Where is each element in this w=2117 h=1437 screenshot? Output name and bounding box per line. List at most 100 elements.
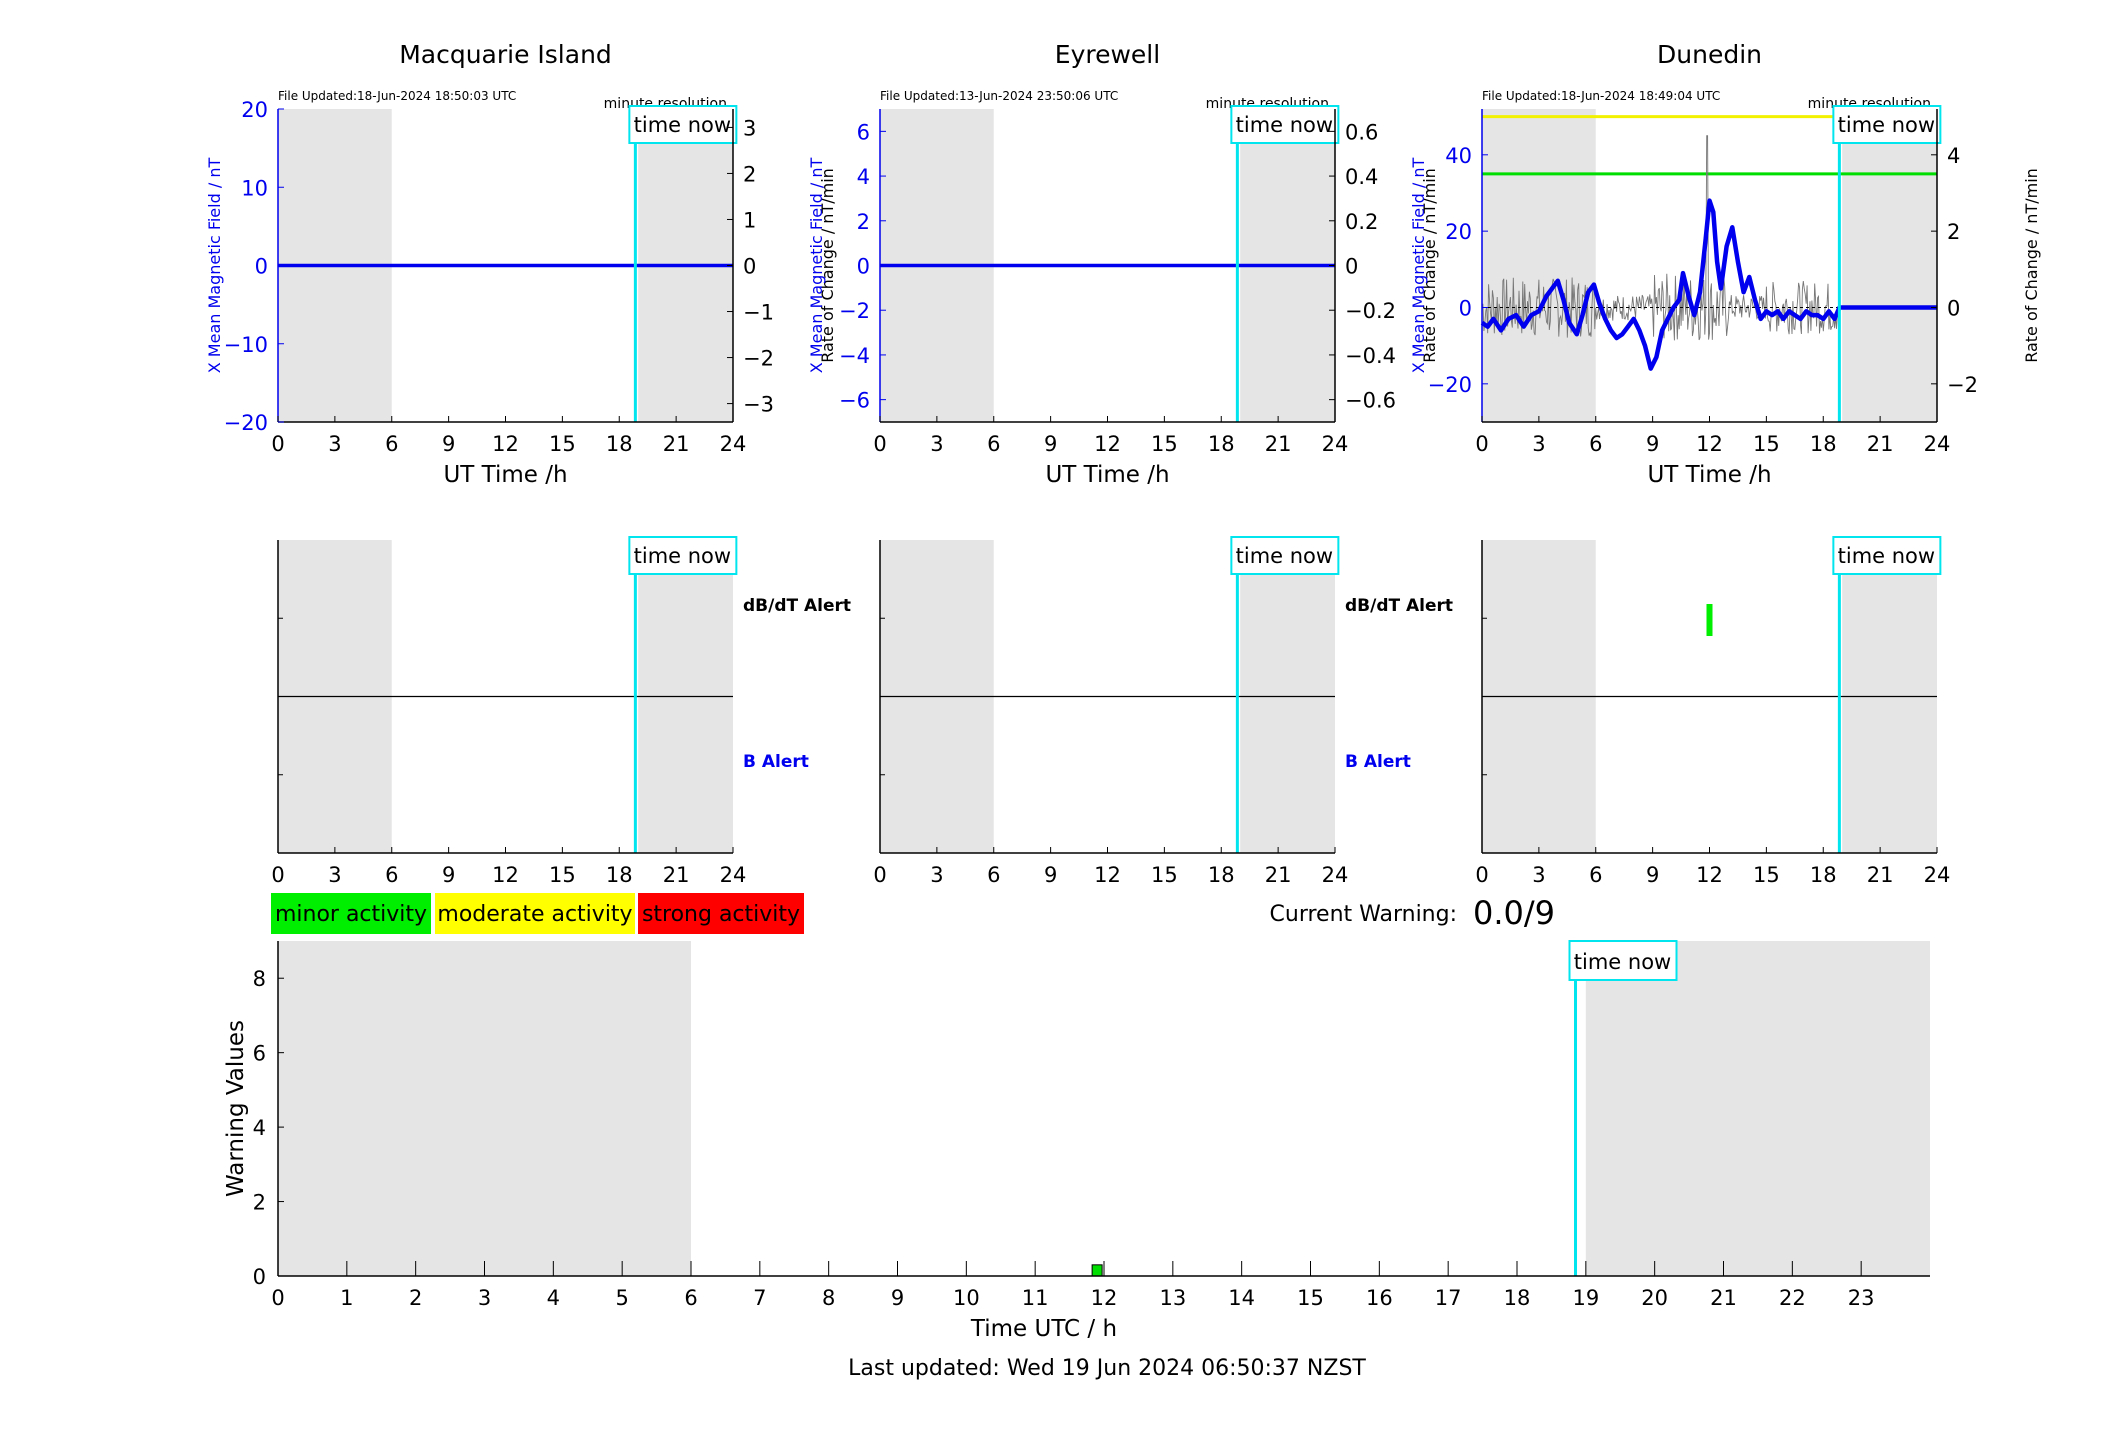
x-tick-label: 4 (547, 1286, 560, 1310)
y2-tick-label: 4 (1947, 144, 1960, 168)
y-tick-label: 0 (255, 255, 268, 279)
y-tick-label: 20 (1445, 220, 1472, 244)
x-tick-label: 24 (720, 863, 747, 887)
activity-legend: minor activity moderate activity strong … (271, 893, 804, 934)
time-now-label: time now (1838, 113, 1935, 137)
y2-tick-label: −2 (1947, 373, 1978, 397)
y2-tick-label: 0 (1947, 296, 1960, 320)
x-tick-label: 15 (1151, 432, 1178, 456)
y2-axis-label: Rate of Change / nT/min (1420, 168, 1439, 363)
x-tick-label: 21 (1710, 1286, 1737, 1310)
y-tick-label: 4 (253, 1116, 266, 1140)
y2-tick-label: 0 (1345, 255, 1358, 279)
x-tick-label: 12 (492, 863, 519, 887)
y2-tick-label: 0.6 (1345, 120, 1378, 144)
x-tick-label: 9 (1044, 432, 1057, 456)
x-tick-label: 0 (873, 863, 886, 887)
time-now-box (1832, 105, 1942, 144)
y-tick-label: −2 (839, 299, 870, 323)
legend-strong-label: strong activity (642, 902, 800, 927)
x-tick-label: 3 (328, 863, 341, 887)
x-tick-label: 12 (1094, 432, 1121, 456)
x-tick-label: 0 (1475, 432, 1488, 456)
x-tick-label: 21 (1867, 863, 1894, 887)
y-tick-label: 0 (1459, 296, 1472, 320)
x-tick-label: 12 (1696, 863, 1723, 887)
x-tick-label: 24 (1924, 432, 1951, 456)
x-tick-label: 24 (720, 432, 747, 456)
time-now-box (1568, 940, 1678, 981)
x-tick-label: 21 (1265, 432, 1292, 456)
time-now-box (628, 105, 738, 144)
x-tick-label: 15 (1297, 1286, 1324, 1310)
time-now-box (1230, 536, 1340, 575)
legend-minor-label: minor activity (275, 902, 427, 927)
y2-axis-label: Rate of Change / nT/min (2022, 168, 2041, 363)
panel-title: Dunedin (1657, 40, 1762, 69)
x-tick-label: 17 (1435, 1286, 1462, 1310)
last-updated: Last updated: Wed 19 Jun 2024 06:50:37 N… (848, 1356, 1366, 1381)
y2-tick-label: −0.6 (1345, 389, 1396, 413)
x-tick-label: 22 (1779, 1286, 1806, 1310)
x-tick-label: 9 (1646, 432, 1659, 456)
y2-tick-label: −0.4 (1345, 344, 1396, 368)
x-tick-label: 3 (1532, 432, 1545, 456)
x-tick-label: 5 (615, 1286, 628, 1310)
y-tick-label: 6 (253, 1042, 266, 1066)
y-tick-label: −4 (839, 344, 870, 368)
x-tick-label: 9 (442, 432, 455, 456)
time-now-label: time now (634, 544, 731, 568)
y-tick-label: 10 (241, 176, 268, 200)
x-tick-label: 15 (549, 863, 576, 887)
x-tick-label: 6 (987, 863, 1000, 887)
y-tick-label: 20 (241, 98, 268, 122)
x-tick-label: 21 (1867, 432, 1894, 456)
legend-minor-swatch (271, 893, 431, 934)
x-tick-label: 8 (822, 1286, 835, 1310)
y-axis-label: X Mean Magnetic Field / nT (1409, 158, 1428, 374)
x-tick-label: 9 (1044, 863, 1057, 887)
y-tick-label: 2 (253, 1191, 266, 1215)
time-now-label: time now (634, 113, 731, 137)
x-tick-label: 15 (549, 432, 576, 456)
x-tick-label: 12 (1094, 863, 1121, 887)
x-tick-label: 0 (271, 432, 284, 456)
x-tick-label: 18 (1504, 1286, 1531, 1310)
y2-tick-label: 3 (743, 116, 756, 140)
x-tick-label: 6 (385, 432, 398, 456)
y-axis-label: Warning Values (223, 1020, 249, 1197)
top-panels: Macquarie Island File Updated:18-Jun-2024… (205, 40, 2041, 488)
x-tick-label: 1 (340, 1286, 353, 1310)
x-tick-label: 6 (385, 863, 398, 887)
x-tick-label: 15 (1753, 432, 1780, 456)
x-tick-label: 6 (1589, 863, 1602, 887)
legend-moderate-swatch (435, 893, 635, 934)
x-tick-label: 2 (409, 1286, 422, 1310)
y-tick-label: 40 (1445, 144, 1472, 168)
x-axis-label: UT Time /h (1647, 462, 1771, 488)
shaded-region (1482, 109, 1596, 422)
legend-moderate-label: moderate activity (437, 902, 632, 927)
warning-bar (1091, 1264, 1103, 1277)
x-tick-label: 15 (1753, 863, 1780, 887)
time-now-label: time now (1236, 544, 1333, 568)
x-axis-label: UT Time /h (1045, 462, 1169, 488)
current-warning-value: 0.0/9 (1473, 894, 1555, 932)
x-tick-label: 16 (1366, 1286, 1393, 1310)
time-now-box (1230, 105, 1340, 144)
x-tick-label: 13 (1159, 1286, 1186, 1310)
x-tick-label: 24 (1924, 863, 1951, 887)
x-tick-label: 6 (1589, 432, 1602, 456)
x-tick-label: 21 (1265, 863, 1292, 887)
x-tick-label: 14 (1228, 1286, 1255, 1310)
y-axis-label: X Mean Magnetic Field / nT (205, 158, 224, 374)
y-tick-label: −20 (1428, 373, 1472, 397)
x-tick-label: 21 (663, 863, 690, 887)
time-now-label: time now (1574, 950, 1671, 974)
dbdt-alert-label: dB/dT Alert (1345, 596, 1453, 616)
x-tick-label: 0 (873, 432, 886, 456)
x-tick-label: 9 (1646, 863, 1659, 887)
b-alert-label: B Alert (743, 752, 809, 772)
time-now-label: time now (1236, 113, 1333, 137)
